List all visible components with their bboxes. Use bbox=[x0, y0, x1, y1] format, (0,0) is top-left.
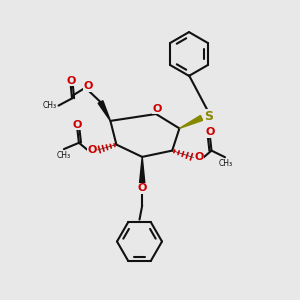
Text: O: O bbox=[137, 183, 147, 194]
Text: S: S bbox=[204, 110, 213, 123]
Text: O: O bbox=[194, 152, 204, 163]
Text: O: O bbox=[84, 81, 93, 91]
Polygon shape bbox=[98, 101, 110, 121]
Text: O: O bbox=[66, 76, 76, 86]
Polygon shape bbox=[179, 116, 203, 128]
Text: CH₃: CH₃ bbox=[218, 159, 233, 168]
Text: O: O bbox=[205, 127, 215, 137]
Text: O: O bbox=[73, 119, 82, 130]
Text: O: O bbox=[87, 145, 97, 155]
Polygon shape bbox=[140, 157, 145, 184]
Text: CH₃: CH₃ bbox=[42, 101, 57, 110]
Text: O: O bbox=[152, 104, 162, 114]
Text: CH₃: CH₃ bbox=[56, 151, 70, 160]
